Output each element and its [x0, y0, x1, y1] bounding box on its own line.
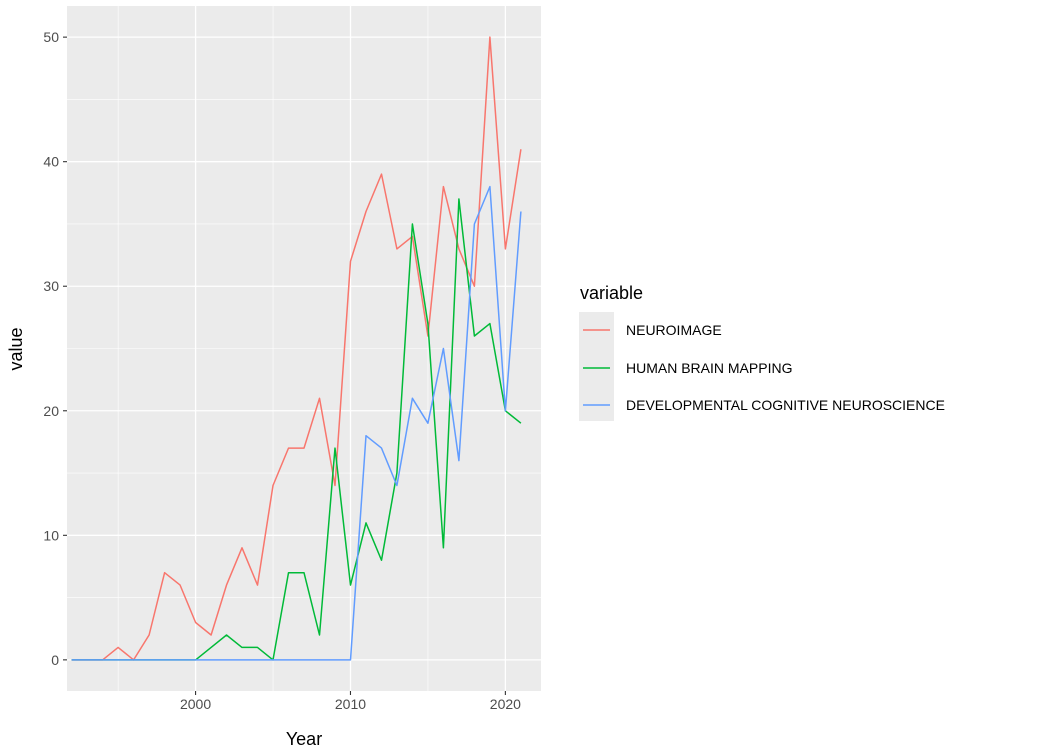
y-axis: 0 10 20 30 40 50 [43, 29, 67, 668]
x-tick-label: 2020 [490, 696, 521, 712]
series-lines [71, 36, 522, 661]
series-line-3 [71, 185, 522, 661]
y-tick-label: 0 [51, 652, 59, 668]
y-tick-label: 30 [43, 278, 59, 294]
y-tick-label: 10 [43, 527, 59, 543]
x-axis: 2000 2010 2020 [180, 691, 521, 712]
y-tick-label: 50 [43, 29, 59, 45]
major-gridlines [67, 6, 541, 691]
legend-label: HUMAN BRAIN MAPPING [626, 360, 792, 376]
y-axis-title: value [6, 327, 26, 370]
x-tick-label: 2010 [335, 696, 366, 712]
legend-label: DEVELOPMENTAL COGNITIVE NEUROSCIENCE [626, 397, 945, 413]
x-tick-label: 2000 [180, 696, 211, 712]
legend: variable NEUROIMAGE HUMAN BRAIN MAPPING DE… [579, 283, 945, 421]
y-tick-label: 40 [43, 154, 59, 170]
legend-label: NEUROIMAGE [626, 322, 722, 338]
x-axis-title: Year [286, 729, 322, 749]
series-line-1 [71, 36, 522, 661]
y-tick-label: 20 [43, 403, 59, 419]
legend-title: variable [580, 283, 643, 303]
